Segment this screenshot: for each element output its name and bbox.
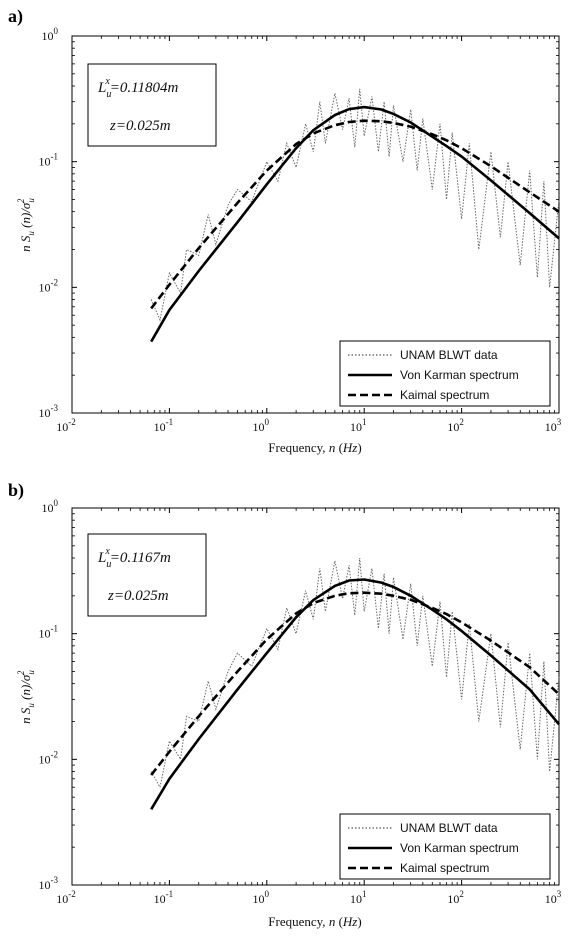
series-layer-a: [150, 88, 560, 343]
legend-label-data-b: UNAM BLWT data: [400, 821, 498, 835]
length-scale-value-b: 0.1167m: [120, 550, 171, 566]
y-tick-label: 10-1: [39, 624, 59, 641]
x-tick-label: 102: [447, 889, 464, 906]
series-kaimal-a: [150, 119, 560, 310]
length-scale-b: Lux=0.1167m: [97, 546, 171, 570]
y-axis-label-a: n Su (n)/σu2: [16, 198, 36, 252]
height-annotation-b: z=0.025m: [107, 588, 169, 604]
x-tick-label: 100: [253, 417, 270, 434]
length-scale-a: Lux=0.11804m: [97, 76, 179, 100]
plot-frame-b: [71, 507, 560, 886]
plot-frame-a: [71, 35, 560, 414]
series-vonkarman-b: [150, 578, 560, 810]
x-tick-label: 100: [253, 889, 270, 906]
legend-label-vonkarman-a: Von Karman spectrum: [400, 368, 519, 382]
height-annotation-a: z=0.025m: [109, 118, 171, 134]
y-tick-label: 10-2: [39, 277, 59, 294]
x-tick-label: 103: [545, 417, 562, 434]
x-axis-label-b: Frequency, n (Hz): [268, 914, 361, 929]
series-vonkarman-a: [150, 105, 560, 343]
panel-label-a: a): [8, 6, 23, 27]
y-tick-label: 10-2: [39, 749, 59, 766]
series-blwt-data-b: [150, 557, 560, 789]
x-axis-label-a: Frequency, n (Hz): [268, 440, 361, 455]
x-tick-label: 10-2: [56, 889, 76, 906]
y-tick-label: 10-3: [39, 403, 59, 420]
series-layer-b: [150, 557, 560, 810]
y-tick-label: 10-3: [39, 875, 59, 892]
panel-label-b: b): [8, 480, 24, 501]
x-tick-label: 10-1: [154, 889, 174, 906]
y-tick-label: 100: [42, 26, 59, 43]
y-tick-label: 100: [42, 498, 59, 515]
length-scale-value-a: 0.11804m: [120, 80, 179, 96]
x-tick-label: 10-1: [154, 417, 174, 434]
y-tick-label: 10-1: [39, 152, 59, 169]
annotation-box-a: [87, 63, 217, 147]
x-tick-label: 101: [350, 417, 367, 434]
annotation-box-b: [87, 533, 207, 617]
x-tick-label: 101: [350, 889, 367, 906]
legend-label-vonkarman-b: Von Karman spectrum: [400, 841, 519, 855]
y-axis-label-b: n Su (n)/σu2: [16, 670, 36, 724]
series-blwt-data-a: [150, 88, 560, 322]
legend-label-data-a: UNAM BLWT data: [400, 348, 498, 362]
legend-label-kaimal-b: Kaimal spectrum: [400, 861, 489, 875]
x-tick-label: 103: [545, 889, 562, 906]
x-tick-label: 102: [447, 417, 464, 434]
x-tick-label: 10-2: [56, 417, 76, 434]
series-kaimal-b: [150, 591, 560, 776]
legend-label-kaimal-a: Kaimal spectrum: [400, 388, 489, 402]
